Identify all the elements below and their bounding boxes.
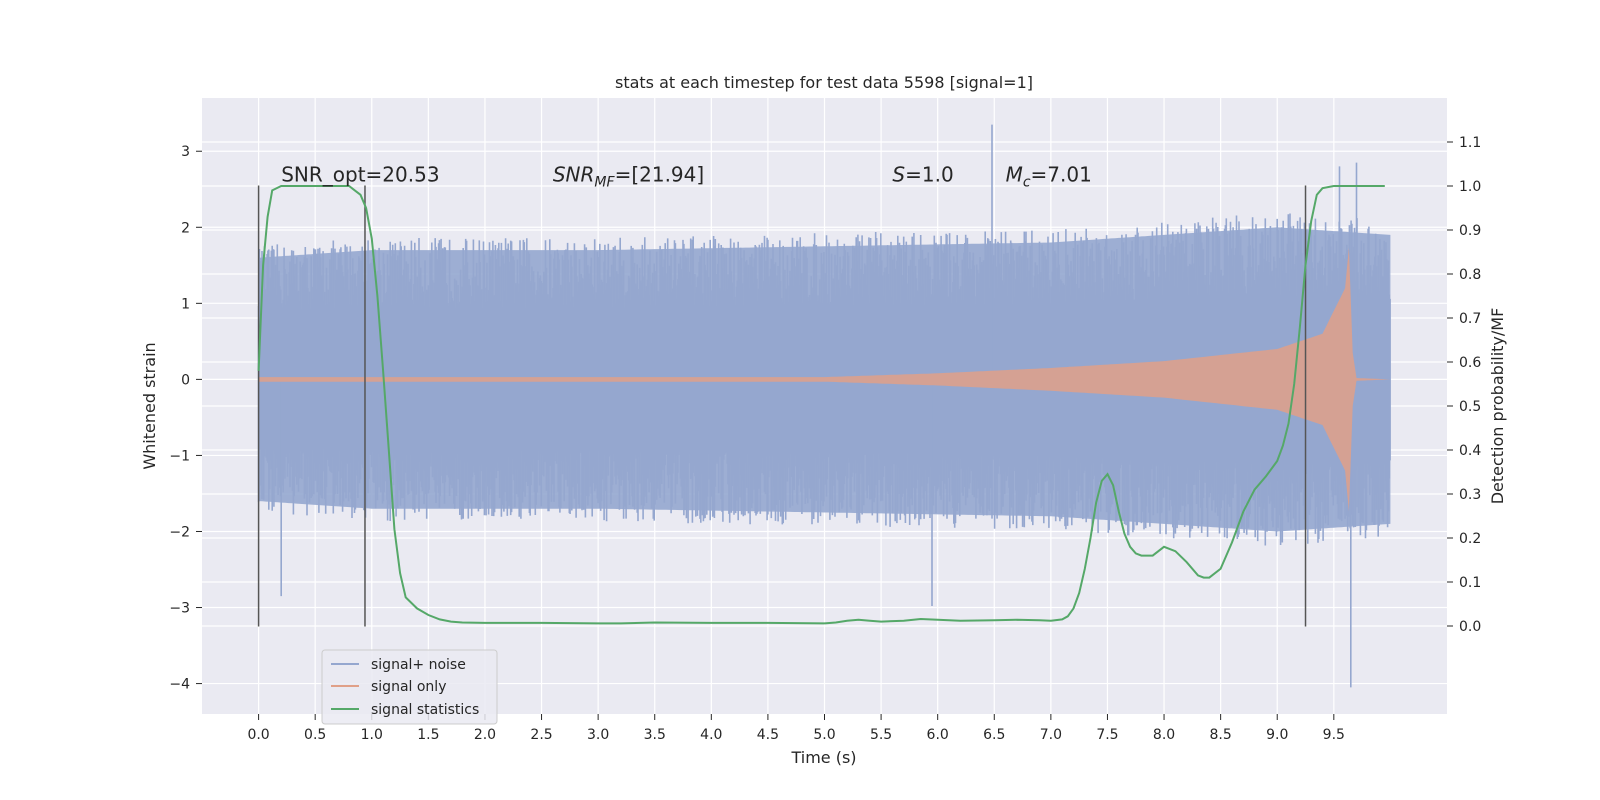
x-tick-label-4: 2.0 xyxy=(474,727,496,743)
x-tick-label-8: 4.0 xyxy=(700,727,722,743)
legend-box xyxy=(321,649,498,725)
y-left-tick-label-1: 2 xyxy=(181,220,190,236)
y-left-tick-label-5: −2 xyxy=(169,524,190,540)
x-tick-label-5: 2.5 xyxy=(530,727,552,743)
x-tick-label-15: 7.5 xyxy=(1096,727,1118,743)
y-right-tick-label-11: 0.0 xyxy=(1459,619,1481,635)
x-tick-label-0: 0.0 xyxy=(247,727,269,743)
x-tick-label-16: 8.0 xyxy=(1153,727,1175,743)
signal-noise-extremes xyxy=(280,124,1358,688)
legend-label-signal-statistics: signal statistics xyxy=(371,702,479,718)
y-right-tick-label-3: 0.8 xyxy=(1459,267,1481,283)
legend: signal+ noise signal only signal statist… xyxy=(321,649,498,725)
chart-marks xyxy=(257,124,1391,688)
signal-only-series xyxy=(258,247,1391,512)
annotation-1: SNRMF=[21.94] xyxy=(553,163,704,191)
x-tick-label-3: 1.5 xyxy=(417,727,439,743)
x-tick-label-18: 9.0 xyxy=(1266,727,1288,743)
y-right-tick-label-9: 0.2 xyxy=(1459,531,1481,547)
x-tick-label-1: 0.5 xyxy=(304,727,326,743)
x-axis-label: Time (s) xyxy=(790,748,856,767)
x-tick-label-10: 5.0 xyxy=(813,727,835,743)
y-axis-left-label: Whitened strain xyxy=(140,342,159,469)
annotation-1-subscript: MF xyxy=(594,175,615,191)
y-axis-right-label: Detection probability/MF xyxy=(1488,308,1507,505)
x-tick-label-13: 6.5 xyxy=(983,727,1005,743)
y-right-tick-label-2: 0.9 xyxy=(1459,223,1481,239)
x-tick-label-6: 3.0 xyxy=(587,727,609,743)
y-right-tick-label-5: 0.6 xyxy=(1459,355,1481,371)
annotation-3-symbol: M xyxy=(1006,163,1023,187)
y-left-tick-label-0: 3 xyxy=(181,144,190,160)
x-tick-label-12: 6.0 xyxy=(927,727,949,743)
annotation-3-subscript: c xyxy=(1023,175,1031,191)
y-axis-right: 1.1 1.0 0.9 0.8 0.7 0.6 0.5 0.4 0.3 0.2 0.1 0.0 xyxy=(1447,135,1481,635)
annotations: SNR_opt=20.53 SNRMF=[21.94] S=1.0 Mc=7.01 xyxy=(281,163,1092,191)
x-tick-label-11: 5.5 xyxy=(870,727,892,743)
y-right-tick-label-10: 0.1 xyxy=(1459,575,1481,591)
chart-title: stats at each timestep for test data 559… xyxy=(615,73,1033,92)
annotation-3: Mc=7.01 xyxy=(1006,163,1092,191)
y-left-tick-label-3: 0 xyxy=(181,372,190,388)
y-right-tick-label-4: 0.7 xyxy=(1459,311,1481,327)
x-tick-label-17: 8.5 xyxy=(1210,727,1232,743)
signal-statistics-series xyxy=(257,185,1385,625)
y-right-tick-label-0: 1.1 xyxy=(1459,135,1481,151)
annotation-2-value: =1.0 xyxy=(905,163,954,187)
annotation-2-symbol: S xyxy=(892,163,905,187)
y-left-tick-label-7: −4 xyxy=(169,677,190,693)
y-axis-left: 3 2 1 0 −1 −2 −3 −4 xyxy=(169,144,202,693)
x-tick-label-7: 3.5 xyxy=(644,727,666,743)
y-left-tick-label-2: 1 xyxy=(181,296,190,312)
annotation-3-value: =7.01 xyxy=(1031,163,1092,187)
y-right-tick-label-8: 0.3 xyxy=(1459,487,1481,503)
x-axis: 0.0 0.5 1.0 1.5 2.0 2.5 3.0 3.5 4.0 4.5 5.0 5.5 6.0 6… xyxy=(247,714,1345,743)
y-left-tick-label-4: −1 xyxy=(169,448,190,464)
y-right-tick-label-7: 0.4 xyxy=(1459,443,1481,459)
legend-label-signal-noise: signal+ noise xyxy=(371,657,466,673)
annotation-1-symbol: SNR xyxy=(553,163,595,187)
legend-label-signal-only: signal only xyxy=(371,679,446,695)
x-tick-label-19: 9.5 xyxy=(1323,727,1345,743)
y-left-tick-label-6: −3 xyxy=(169,601,190,617)
annotation-2: S=1.0 xyxy=(892,163,953,187)
y-right-tick-label-1: 1.0 xyxy=(1459,179,1481,195)
x-tick-label-9: 4.5 xyxy=(757,727,779,743)
y-right-tick-label-6: 0.5 xyxy=(1459,399,1481,415)
x-tick-label-2: 1.0 xyxy=(361,727,383,743)
x-tick-label-14: 7.0 xyxy=(1040,727,1062,743)
annotation-0: SNR_opt=20.53 xyxy=(281,163,439,187)
annotation-1-value: =[21.94] xyxy=(615,163,705,187)
